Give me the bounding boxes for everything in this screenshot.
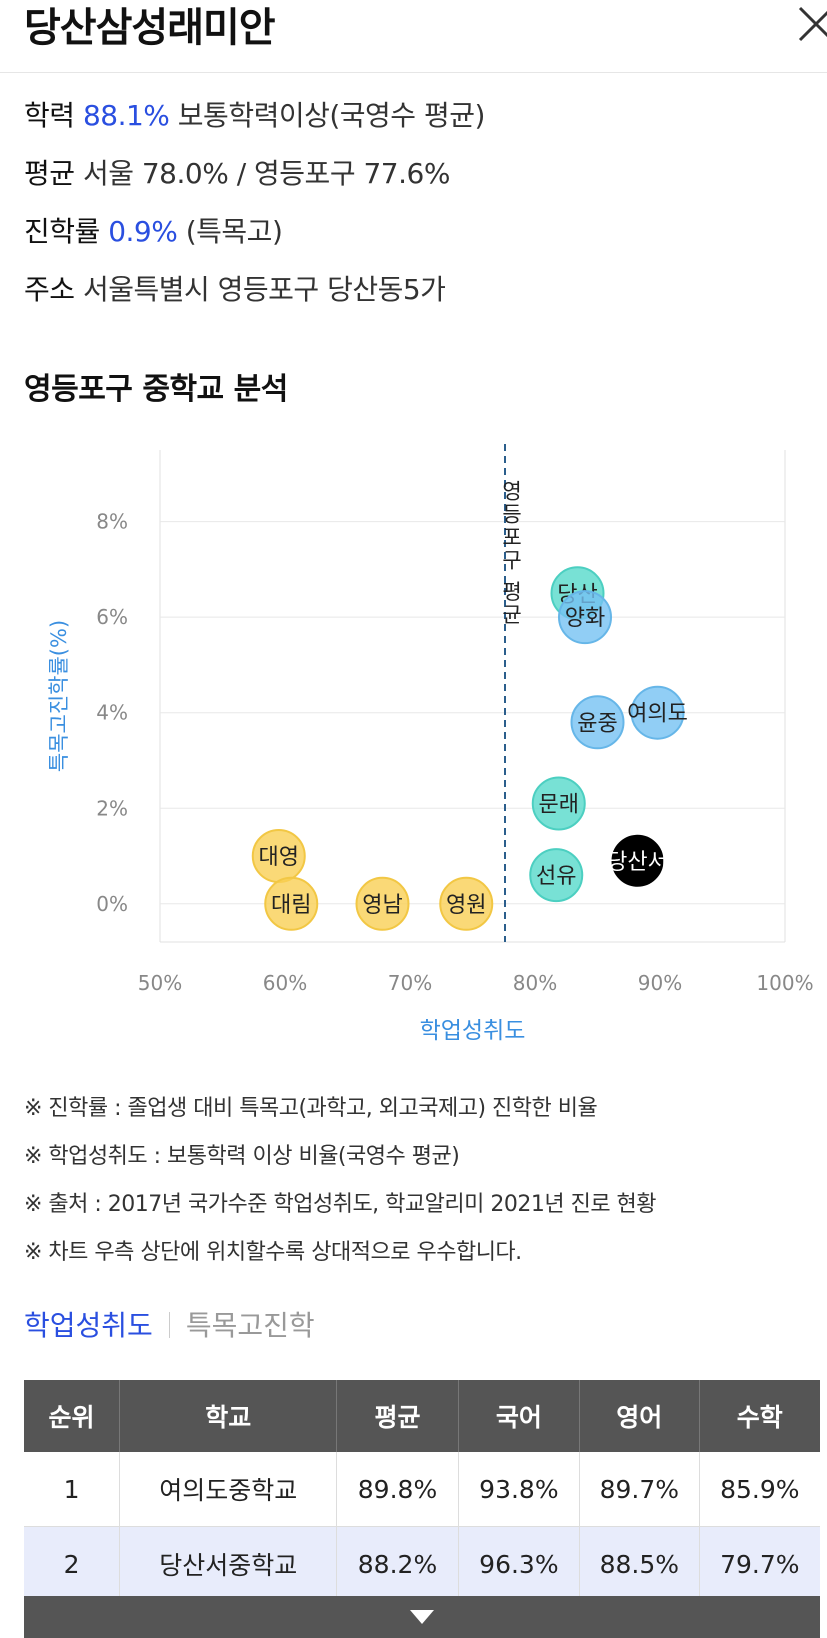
data-label-대영: 대영 [259,845,299,870]
y-tick-label: 0% [96,892,128,916]
ranking-table: 순위 학교 평균 국어 영어 수학 1 여의도중학교 89.8% 93.8% 8… [24,1380,820,1602]
info-achievement-key: 학력 [24,99,75,132]
scatter-chart: 0% 2% 4% 6% 8% 50% 60% 70% 80% 90% 100% 영등포구 평균학업성취… [47,444,814,1044]
table-row[interactable]: 2 당산서중학교 88.2% 96.3% 88.5% 79.7% [24,1526,820,1602]
cell-korean: 96.3% [458,1526,581,1602]
table-row[interactable]: 1 여의도중학교 89.8% 93.8% 89.7% 85.9% [24,1452,820,1527]
x-tick-label: 50% [138,971,182,995]
cell-rank: 1 [24,1452,121,1527]
data-label-당산서: 당산서 [607,850,668,875]
page-title: 당산삼성래미안 [24,5,276,51]
note-achievement: ※ 학업성취도 : 보통학력 이상 비율(국영수 평균) [24,1144,460,1169]
note-hint: ※ 차트 우측 상단에 위치할수록 상대적으로 우수합니다. [24,1240,522,1265]
y-tick-label: 8% [96,510,128,534]
cell-english: 89.7% [579,1452,700,1527]
data-point-영남 [355,876,410,931]
note-source: ※ 출처 : 2017년 국가수준 학업성취도, 학교알리미 2021년 진로 … [24,1192,657,1217]
data-label-윤중: 윤중 [577,711,617,736]
data-label-여의도: 여의도 [627,702,688,727]
y-tick-label: 2% [96,796,128,820]
info-average-key: 평균 [24,157,75,190]
y-tick-label: 6% [96,605,128,629]
x-tick-label: 60% [263,971,307,995]
info-advancement: 진학률 0.9% (특목고) [24,212,283,252]
table-header-row: 순위 학교 평균 국어 영어 수학 [24,1380,820,1452]
x-tick-label: 80% [513,971,557,995]
x-axis-label: 학업성취도 [420,1018,526,1044]
info-average: 평균 서울 78.0% / 영등포구 77.6% [24,154,450,194]
tabs: 학업성취도 특목고진학 [24,1304,315,1344]
info-achievement-value: 88.1% [82,99,170,132]
col-rank: 순위 [24,1380,121,1452]
col-math: 수학 [699,1380,820,1452]
info-address: 주소 서울특별시 영등포구 당산동5가 [24,270,446,310]
tab-special-school[interactable]: 특목고진학 [185,1309,315,1342]
note-advancement: ※ 진학률 : 졸업생 대비 특목고(과학고, 외고국제고) 진학한 비율 [24,1096,598,1121]
x-tick-label: 90% [638,971,682,995]
cell-average: 88.2% [336,1526,459,1602]
chevron-down-icon [410,1610,434,1624]
close-icon[interactable] [796,4,827,44]
data-point-선유 [529,848,584,903]
col-korean: 국어 [458,1380,581,1452]
cell-korean: 93.8% [458,1452,581,1527]
data-point-대림 [264,876,319,931]
info-advancement-key: 진학률 [24,215,100,248]
reference-line-label: 영등포구 평균 [499,480,523,627]
info-address-key: 주소 [24,273,75,306]
cell-english: 88.5% [579,1526,700,1602]
data-label-양화: 양화 [565,606,605,631]
x-tick-label: 100% [756,971,813,995]
col-english: 영어 [579,1380,700,1452]
cell-math: 79.7% [699,1526,820,1602]
info-address-text: 서울특별시 영등포구 당산동5가 [82,273,446,306]
y-tick-label: 4% [96,701,128,725]
cell-math: 85.9% [699,1452,820,1527]
cell-school: 여의도중학교 [119,1452,338,1527]
data-point-윤중 [570,695,625,750]
data-point-여의도 [630,685,685,740]
x-tick-label: 70% [388,971,432,995]
y-axis-label: 특목고진학률(%) [47,620,71,772]
info-achievement-desc: 보통학력이상(국영수 평균) [177,99,486,132]
info-achievement: 학력 88.1% 보통학력이상(국영수 평균) [24,96,485,136]
data-point-문래 [531,776,586,831]
data-point-당산서 [611,834,664,887]
cell-average: 89.8% [336,1452,459,1527]
data-label-선유: 선유 [536,864,576,889]
show-more-button[interactable] [24,1596,820,1638]
tab-divider [168,1312,170,1338]
tab-achievement[interactable]: 학업성취도 [24,1309,153,1342]
data-label-대림: 대림 [271,893,311,918]
cell-school: 당산서중학교 [119,1526,338,1602]
cell-rank: 2 [24,1526,121,1602]
data-point-양화 [558,590,612,645]
info-average-text: 서울 78.0% / 영등포구 77.6% [82,157,451,190]
info-advancement-value: 0.9% [108,215,178,248]
data-label-문래: 문래 [539,792,579,817]
col-average: 평균 [336,1380,459,1452]
info-advancement-desc: (특목고) [185,215,283,248]
data-point-영원 [439,876,494,931]
section-title: 영등포구 중학교 분석 [24,372,288,407]
data-label-영남: 영남 [362,893,402,918]
header: 당산삼성래미안 [0,0,827,73]
col-school: 학교 [119,1380,338,1452]
data-label-영원: 영원 [446,893,486,918]
